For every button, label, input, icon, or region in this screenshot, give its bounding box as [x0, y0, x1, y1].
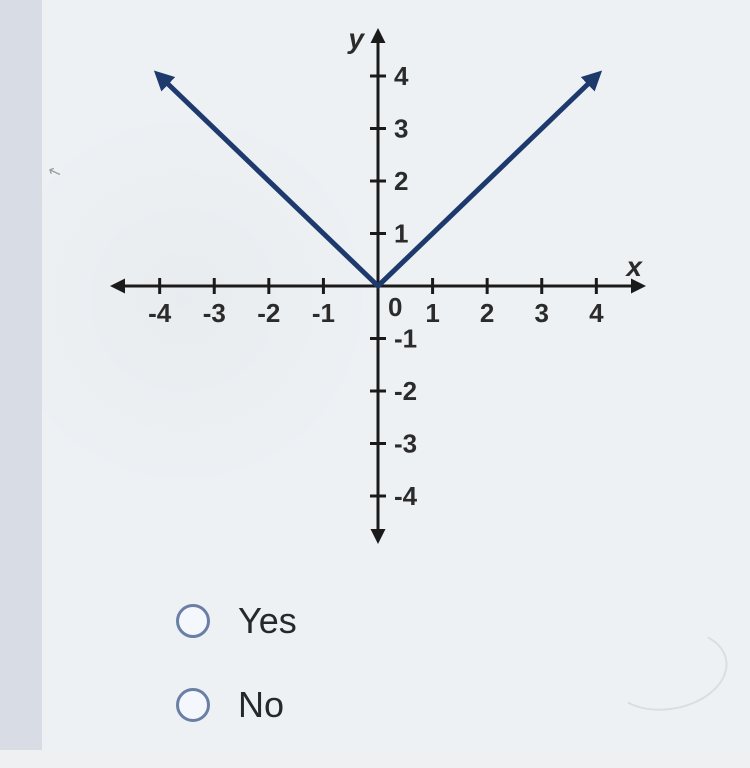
- svg-text:4: 4: [589, 298, 604, 328]
- page-content: ↖ -4 -3 -2 -1 1 2 3 4 -4 -3 -2 -1 1 2 3 4 0 x y Yes No: [42, 0, 750, 750]
- svg-text:-4: -4: [394, 481, 418, 511]
- svg-text:2: 2: [394, 166, 408, 196]
- option-yes-label: Yes: [238, 600, 297, 642]
- svg-text:3: 3: [535, 298, 549, 328]
- cursor-icon: ↖: [45, 160, 64, 183]
- svg-text:y: y: [346, 23, 365, 54]
- svg-text:1: 1: [394, 219, 408, 249]
- option-no[interactable]: No: [176, 684, 297, 726]
- svg-text:-1: -1: [394, 324, 417, 354]
- page-curl-icon: [602, 620, 734, 720]
- svg-text:x: x: [624, 251, 643, 282]
- svg-text:-2: -2: [257, 298, 280, 328]
- svg-text:4: 4: [394, 61, 409, 91]
- graph-chart: -4 -3 -2 -1 1 2 3 4 -4 -3 -2 -1 1 2 3 4 0 x y: [88, 6, 668, 566]
- svg-text:-3: -3: [203, 298, 226, 328]
- left-sidebar: [0, 0, 42, 750]
- option-no-label: No: [238, 684, 284, 726]
- svg-text:1: 1: [425, 298, 439, 328]
- option-yes[interactable]: Yes: [176, 600, 297, 642]
- svg-text:0: 0: [388, 292, 402, 322]
- answer-options: Yes No: [176, 600, 297, 768]
- radio-icon: [176, 688, 210, 722]
- svg-text:-3: -3: [394, 429, 417, 459]
- radio-icon: [176, 604, 210, 638]
- svg-text:2: 2: [480, 298, 494, 328]
- svg-text:-4: -4: [148, 298, 172, 328]
- svg-text:-2: -2: [394, 376, 417, 406]
- svg-text:3: 3: [394, 114, 408, 144]
- svg-text:-1: -1: [312, 298, 335, 328]
